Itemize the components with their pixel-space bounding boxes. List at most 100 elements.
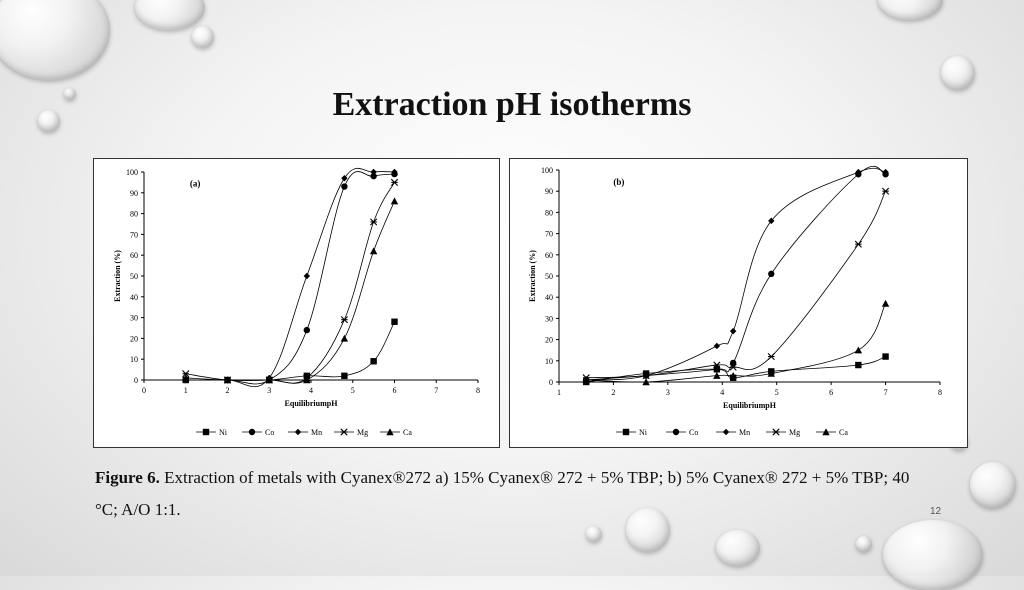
data-point xyxy=(582,376,590,384)
caption-text: Extraction of metals with Cyanex®272 a) … xyxy=(95,468,910,519)
x-tick-label: 2 xyxy=(226,386,230,395)
x-tick-label: 6 xyxy=(393,386,397,395)
data-point xyxy=(854,346,863,354)
legend-marker xyxy=(294,428,302,436)
water-drop xyxy=(941,56,975,90)
x-tick-label: 7 xyxy=(884,388,888,397)
water-drop xyxy=(135,0,205,30)
water-drop xyxy=(716,530,760,566)
slide-title: Extraction pH isotherms xyxy=(332,86,692,123)
series-mn xyxy=(583,167,889,384)
series-line xyxy=(586,191,886,379)
x-tick-label: 3 xyxy=(666,388,670,397)
legend: Ni Co Mn Mg Ca xyxy=(616,428,848,437)
data-point xyxy=(223,376,232,384)
y-tick-label: 70 xyxy=(130,230,138,239)
series-line xyxy=(185,167,395,388)
panel-label: (b) xyxy=(613,177,624,187)
legend-label: Ca xyxy=(403,428,412,437)
y-axis-label: Extraction (%) xyxy=(528,250,537,302)
panel-label: (a) xyxy=(190,179,201,189)
y-tick-label: 100 xyxy=(126,168,138,177)
data-point xyxy=(642,372,650,380)
x-tick-label: 8 xyxy=(476,386,480,395)
chart-b-svg: 0 10 20 30 40 50 60 70 80 90 100 1 2 3 4 5 6 7 8 Equilibriu… xyxy=(528,165,942,437)
legend-marker xyxy=(202,428,210,436)
legend: Ni Co Mn Mg Ca xyxy=(196,428,412,437)
y-tick-label: 0 xyxy=(549,378,553,387)
data-point xyxy=(768,270,775,278)
legend-label: Mn xyxy=(739,428,750,437)
legend-item: Ca xyxy=(380,428,412,437)
data-point xyxy=(391,318,398,325)
data-point xyxy=(340,316,348,324)
water-drop xyxy=(878,0,943,20)
data-point xyxy=(340,334,349,342)
water-drop xyxy=(64,88,76,100)
y-tick-label: 60 xyxy=(130,251,138,260)
data-point xyxy=(729,371,737,379)
x-tick-label: 1 xyxy=(184,386,188,395)
y-tick-label: 90 xyxy=(545,187,553,196)
x-tick-label: 0 xyxy=(142,386,146,395)
data-point xyxy=(341,183,348,190)
x-tick-label: 4 xyxy=(720,388,724,397)
data-point xyxy=(729,359,737,367)
x-tick-label: 5 xyxy=(351,386,355,395)
x-tick-label: 8 xyxy=(938,388,942,397)
y-tick-label: 100 xyxy=(541,166,553,175)
y-tick-label: 30 xyxy=(545,314,553,323)
data-point xyxy=(341,372,348,380)
legend-label: Co xyxy=(265,428,274,437)
legend-label: Co xyxy=(689,428,698,437)
data-point xyxy=(182,374,190,382)
legend-item: Mn xyxy=(716,428,750,437)
data-point xyxy=(303,326,311,334)
data-point xyxy=(713,361,721,369)
data-point xyxy=(713,366,721,373)
water-drop xyxy=(0,0,110,80)
legend-item: Mn xyxy=(288,428,322,437)
data-point xyxy=(303,376,311,384)
data-point xyxy=(881,187,890,195)
chart-a-svg: 0 10 20 30 40 50 60 70 80 90 100 0 1 2 3 4 5 6 7 8 Equilibri… xyxy=(113,167,480,437)
y-tick-label: 10 xyxy=(130,355,138,364)
legend-item: Co xyxy=(666,428,698,437)
data-point xyxy=(303,272,311,280)
water-drop xyxy=(856,536,872,552)
legend-label: Mg xyxy=(357,428,368,437)
data-point xyxy=(729,363,737,371)
water-drop xyxy=(626,508,670,552)
data-point xyxy=(390,178,399,186)
water-drop xyxy=(970,462,1016,508)
y-axis-label: Extraction (%) xyxy=(113,250,122,302)
series-mg xyxy=(582,187,890,382)
water-drop xyxy=(883,520,983,590)
legend-label: Ni xyxy=(639,428,648,437)
data-point xyxy=(729,327,737,335)
chart-b: 0 10 20 30 40 50 60 70 80 90 100 1 2 3 4 5 6 7 8 Equilibriu… xyxy=(509,158,968,448)
y-tick-label: 10 xyxy=(545,357,553,366)
data-point xyxy=(369,247,378,255)
legend-label: Mn xyxy=(311,428,322,437)
caption-label: Figure 6. xyxy=(95,468,160,487)
y-tick-label: 60 xyxy=(545,251,553,260)
data-point xyxy=(713,371,721,379)
x-axis-label: EquilibriumpH xyxy=(723,401,777,410)
data-point xyxy=(642,378,650,386)
y-tick-label: 20 xyxy=(545,336,553,345)
legend-item: Mg xyxy=(766,428,800,437)
water-drop xyxy=(586,526,602,542)
data-point xyxy=(182,370,190,378)
legend-marker xyxy=(386,428,394,436)
y-tick-label: 80 xyxy=(130,210,138,219)
series-line xyxy=(586,165,886,381)
x-tick-label: 5 xyxy=(775,388,779,397)
legend-marker xyxy=(672,428,680,436)
data-point xyxy=(265,376,273,384)
legend-item: Ni xyxy=(196,428,228,437)
y-tick-label: 0 xyxy=(134,376,138,385)
x-axis-label: EquilibriumpH xyxy=(285,399,339,408)
legend-item: Mg xyxy=(334,428,368,437)
figure-caption: Figure 6. Extraction of metals with Cyan… xyxy=(95,462,935,526)
